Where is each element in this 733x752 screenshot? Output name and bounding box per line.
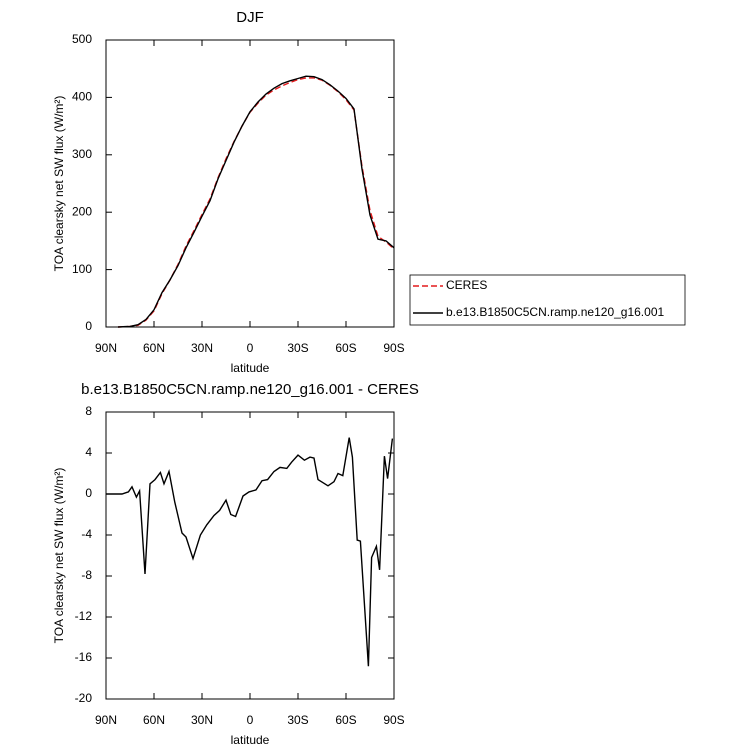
- chart-title: DJF: [236, 9, 264, 26]
- legend-box: [409, 274, 686, 326]
- series-line: [117, 75, 395, 328]
- y-tick-label: 200: [72, 204, 92, 218]
- y-axis-label: TOA clearsky net SW flux (W/m²): [52, 468, 66, 644]
- x-tick-label: 0: [247, 341, 254, 355]
- x-tick-label: 60N: [143, 341, 165, 355]
- y-tick-label: -16: [75, 650, 93, 664]
- chart-title: b.e13.B1850C5CN.ramp.ne120_g16.001 - CER…: [81, 381, 419, 398]
- y-tick-label: 0: [85, 319, 92, 333]
- series-line: [117, 77, 395, 328]
- x-tick-label: 30N: [191, 713, 213, 727]
- y-tick-label: -4: [81, 527, 92, 541]
- y-tick-label: 0: [85, 486, 92, 500]
- y-axis-label: TOA clearsky net SW flux (W/m²): [52, 96, 66, 272]
- x-axis-label: latitude: [231, 361, 270, 375]
- x-tick-label: 60S: [335, 341, 356, 355]
- x-axis-label: latitude: [231, 733, 270, 747]
- x-tick-label: 90S: [383, 713, 404, 727]
- x-tick-label: 30N: [191, 341, 213, 355]
- series-line: [106, 437, 394, 667]
- plot: [117, 75, 395, 328]
- x-tick-label: 60N: [143, 713, 165, 727]
- x-tick-label: 60S: [335, 713, 356, 727]
- y-tick-label: -20: [75, 691, 93, 705]
- y-tick-label: -8: [81, 568, 92, 582]
- y-tick-label: 300: [72, 147, 92, 161]
- plot-frame: [105, 39, 395, 328]
- x-tick-label: 90S: [383, 341, 404, 355]
- x-tick-label: 0: [247, 713, 254, 727]
- x-tick-label: 90N: [95, 713, 117, 727]
- y-tick-label: 400: [72, 90, 92, 104]
- plot: [106, 437, 394, 667]
- legend-label: b.e13.B1850C5CN.ramp.ne120_g16.001: [446, 305, 664, 319]
- x-tick-label: 30S: [287, 341, 308, 355]
- x-tick-label: 90N: [95, 341, 117, 355]
- y-tick-label: 100: [72, 262, 92, 276]
- plot-frame: [105, 411, 395, 700]
- y-tick-label: 4: [85, 445, 92, 459]
- x-tick-label: 30S: [287, 713, 308, 727]
- y-tick-label: 8: [85, 404, 92, 418]
- legend-label: CERES: [446, 278, 487, 292]
- y-tick-label: -12: [75, 609, 93, 623]
- y-tick-label: 500: [72, 32, 92, 46]
